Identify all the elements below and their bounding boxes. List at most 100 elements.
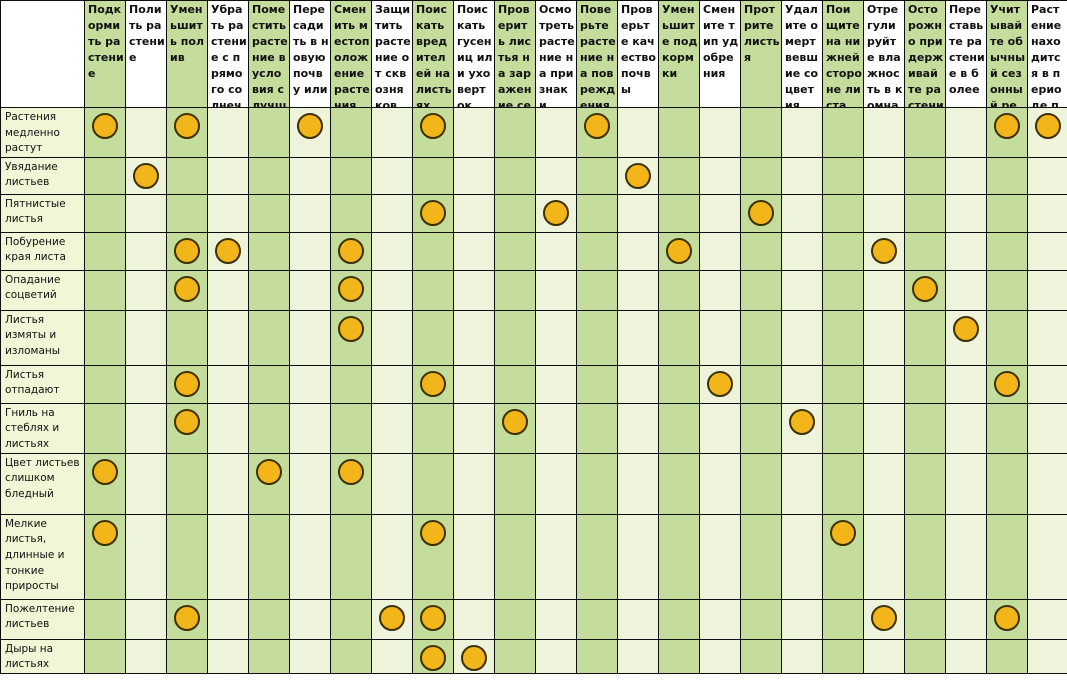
column-header-label: Поискать гусениц или уховерток (457, 3, 493, 107)
grid-cell (863, 107, 905, 158)
grid-cell (781, 598, 823, 640)
header-row: Подкормить растение Полить растение Уменьш… (0, 0, 1067, 108)
row-label: Побурение края листа (0, 231, 85, 271)
grid-cell (904, 364, 946, 404)
grid-cell (822, 598, 864, 640)
grid-cell (494, 231, 536, 271)
grid-cell (289, 364, 331, 404)
marker-circle-icon (748, 199, 774, 226)
grid-cell (289, 156, 331, 195)
column-header-label: Осторожно придерживайте растение (908, 3, 944, 107)
row-label: Пятнистые листья (0, 193, 85, 233)
grid-cell (248, 193, 290, 233)
grid-cell (863, 193, 905, 233)
grid-cell (986, 193, 1028, 233)
column-header: Полить растение (125, 0, 167, 108)
grid-cell (453, 309, 495, 366)
grid-cell (863, 309, 905, 366)
row-label: Листья измяты и изломаны (0, 309, 85, 366)
grid-cell (986, 364, 1028, 404)
marker-circle-icon (92, 458, 118, 485)
grid-cell (904, 107, 946, 158)
grid-cell (658, 231, 700, 271)
column-header: Проверить листья на заражение серой (494, 0, 536, 108)
column-header: Переставьте растение в более (945, 0, 987, 108)
table-row: Пожелтение листьев (0, 598, 1067, 640)
column-header-label: Сменить местоположение растения (334, 3, 370, 107)
grid-cell (494, 107, 536, 158)
grid-cell (904, 231, 946, 271)
grid-cell (248, 309, 290, 366)
grid-cell (699, 309, 741, 366)
grid-cell (658, 638, 700, 674)
marker-circle-icon (871, 604, 897, 631)
grid-cell (494, 193, 536, 233)
grid-cell (986, 513, 1028, 600)
row-label: Увядание листьев (0, 156, 85, 195)
grid-cell (84, 309, 126, 366)
grid-cell (166, 638, 208, 674)
grid-cell (617, 598, 659, 640)
marker-circle-icon (174, 370, 200, 397)
corner-cell (0, 0, 85, 108)
grid-cell (658, 269, 700, 311)
grid-cell (617, 638, 659, 674)
grid-cell (617, 452, 659, 515)
grid-cell (945, 402, 987, 454)
grid-cell (617, 156, 659, 195)
grid-cell (904, 269, 946, 311)
grid-cell (945, 598, 987, 640)
grid-cell (84, 364, 126, 404)
grid-cell (166, 269, 208, 311)
row-label: Мелкие листья, длинные и тонкие приросты (0, 513, 85, 600)
grid-cell (248, 107, 290, 158)
grid-cell (535, 638, 577, 674)
grid-cell (863, 364, 905, 404)
grid-cell (371, 193, 413, 233)
grid-cell (125, 638, 167, 674)
grid-cell (781, 513, 823, 600)
column-header-label: Поискать вредителей на листьях (416, 3, 452, 107)
table-row: Побурение края листа (0, 231, 1067, 271)
column-header-label: Подкормить растение (88, 3, 124, 80)
marker-circle-icon (338, 275, 364, 302)
grid-cell (576, 309, 618, 366)
row-label: Листья отпадают (0, 364, 85, 404)
grid-cell (699, 231, 741, 271)
row-label: Растения медленно растут (0, 107, 85, 158)
grid-cell (822, 156, 864, 195)
grid-cell (330, 231, 372, 271)
grid-cell (658, 402, 700, 454)
grid-cell (207, 309, 249, 366)
column-header: Смените тип удобрения (699, 0, 741, 108)
grid-cell (330, 107, 372, 158)
grid-cell (781, 231, 823, 271)
grid-cell (207, 402, 249, 454)
grid-cell (412, 156, 454, 195)
grid-cell (84, 452, 126, 515)
marker-circle-icon (215, 237, 241, 264)
marker-circle-icon (871, 237, 897, 264)
grid-cell (289, 452, 331, 515)
grid-cell (248, 638, 290, 674)
grid-cell (412, 402, 454, 454)
marker-circle-icon (1034, 113, 1061, 139)
grid-cell (84, 598, 126, 640)
grid-cell (494, 156, 536, 195)
grid-cell (822, 452, 864, 515)
grid-cell (699, 156, 741, 195)
grid-cell (658, 452, 700, 515)
marker-circle-icon (502, 408, 528, 435)
marker-circle-icon (994, 604, 1020, 631)
grid-cell (576, 452, 618, 515)
grid-cell (1027, 598, 1067, 640)
grid-cell (576, 598, 618, 640)
marker-circle-icon (133, 162, 159, 189)
grid-cell (289, 231, 331, 271)
grid-cell (207, 156, 249, 195)
row-label: Дыры на листьях (0, 638, 85, 674)
grid-cell (945, 156, 987, 195)
grid-cell (781, 638, 823, 674)
grid-cell (371, 231, 413, 271)
grid-cell (494, 364, 536, 404)
